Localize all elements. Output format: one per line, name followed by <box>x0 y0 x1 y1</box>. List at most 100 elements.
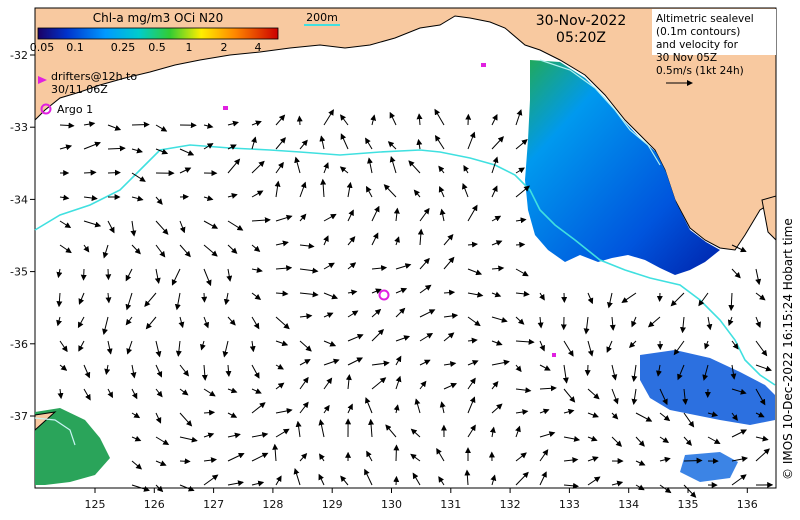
velocity-arrow <box>731 340 739 350</box>
velocity-arrow <box>467 241 478 248</box>
velocity-arrow <box>731 268 741 279</box>
velocity-arrow <box>731 456 748 462</box>
velocity-arrow <box>491 291 502 298</box>
velocity-arrow <box>539 431 556 438</box>
argo-float-marker <box>378 289 390 301</box>
velocity-arrow <box>702 364 709 381</box>
velocity-arrow <box>346 181 353 198</box>
velocity-arrow <box>131 121 150 128</box>
velocity-arrow <box>227 432 241 439</box>
velocity-arrow <box>383 184 397 198</box>
velocity-arrow <box>347 403 353 414</box>
velocity-arrow <box>83 141 101 150</box>
velocity-arrow <box>323 312 334 318</box>
velocity-arrow <box>611 412 619 420</box>
velocity-arrow <box>155 484 164 493</box>
colorbar-tick: 1 <box>186 41 193 54</box>
velocity-arrow <box>515 167 525 174</box>
velocity-arrow <box>323 109 334 126</box>
velocity-arrow <box>563 457 579 464</box>
velocity-arrow <box>366 185 373 198</box>
velocity-arrow <box>389 156 397 174</box>
lon-tick-label: 129 <box>322 498 343 511</box>
land-mass <box>34 7 777 251</box>
velocity-arrow <box>539 292 545 301</box>
velocity-arrow <box>394 236 400 246</box>
velocity-arrow <box>443 289 456 296</box>
velocity-arrow <box>443 233 454 246</box>
velocity-arrow <box>539 364 551 371</box>
velocity-arrow <box>275 407 293 414</box>
velocity-arrow <box>515 217 527 224</box>
lat-tick-label: -35 <box>10 266 28 279</box>
velocity-arrow <box>227 144 237 150</box>
velocity-arrow <box>537 316 544 329</box>
velocity-arrow <box>340 475 349 486</box>
legend-drifters-line2: 30/11 06Z <box>51 83 108 96</box>
velocity-arrow <box>323 404 330 414</box>
velocity-arrow <box>438 476 445 486</box>
lon-tick-label: 131 <box>440 498 461 511</box>
colorbar-title: Chl-a mg/m3 OCi N20 <box>93 11 224 25</box>
velocity-arrow <box>755 388 766 406</box>
velocity-arrow <box>366 450 373 462</box>
velocity-arrow <box>587 340 594 357</box>
velocity-arrow <box>467 360 479 366</box>
velocity-arrow <box>155 364 163 378</box>
velocity-arrow <box>83 195 98 201</box>
velocity-arrow <box>621 292 637 303</box>
info-line3: and velocity for <box>656 39 739 51</box>
velocity-arrow <box>201 364 208 381</box>
velocity-arrow <box>251 292 262 301</box>
velocity-arrow <box>659 456 671 463</box>
velocity-arrow <box>683 457 703 464</box>
velocity-arrow <box>178 316 185 329</box>
velocity-arrow <box>226 268 233 282</box>
velocity-arrow <box>731 388 747 395</box>
velocity-arrow <box>294 156 301 174</box>
velocity-arrow <box>106 340 113 355</box>
velocity-arrow <box>489 426 496 438</box>
velocity-arrow <box>434 134 445 150</box>
velocity-arrow <box>203 316 210 329</box>
lon-tick-label: 125 <box>85 498 106 511</box>
velocity-arrow <box>635 460 646 466</box>
velocity-arrow <box>272 443 279 462</box>
lat-tick-label: -36 <box>10 338 28 351</box>
velocity-arrow <box>587 456 599 462</box>
velocity-arrow <box>102 316 109 335</box>
velocity-arrow <box>174 292 181 311</box>
velocity-arrow <box>683 484 697 498</box>
velocity-arrow <box>755 268 762 286</box>
velocity-arrow <box>56 268 63 279</box>
velocity-arrow <box>299 213 307 222</box>
velocity-arrow <box>131 147 143 154</box>
velocity-arrow <box>707 411 719 418</box>
velocity-arrow <box>83 169 97 176</box>
info-box-bg <box>652 9 776 55</box>
velocity-arrow <box>515 268 529 277</box>
land-southwest <box>34 411 57 432</box>
velocity-arrow <box>515 387 532 394</box>
velocity-arrow <box>155 220 169 235</box>
velocity-arrow <box>251 480 265 487</box>
velocity-arrow <box>443 332 455 342</box>
velocity-arrow <box>227 220 244 231</box>
velocity-arrow <box>395 335 411 342</box>
velocity-arrow <box>222 340 229 358</box>
timestamp-date: 30-Nov-2022 <box>536 13 627 29</box>
velocity-arrow <box>251 160 265 174</box>
velocity-arrow <box>203 388 216 397</box>
velocity-arrow <box>682 388 689 405</box>
velocity-arrow <box>628 340 637 349</box>
velocity-arrow <box>467 131 476 150</box>
velocity-arrow <box>155 412 162 424</box>
velocity-arrow <box>59 144 73 151</box>
velocity-arrow <box>299 359 311 366</box>
velocity-arrow <box>225 364 232 377</box>
velocity-arrow <box>410 453 421 462</box>
velocity-arrow <box>203 409 216 416</box>
velocity-arrow <box>275 240 289 247</box>
velocity-arrow <box>251 267 263 273</box>
